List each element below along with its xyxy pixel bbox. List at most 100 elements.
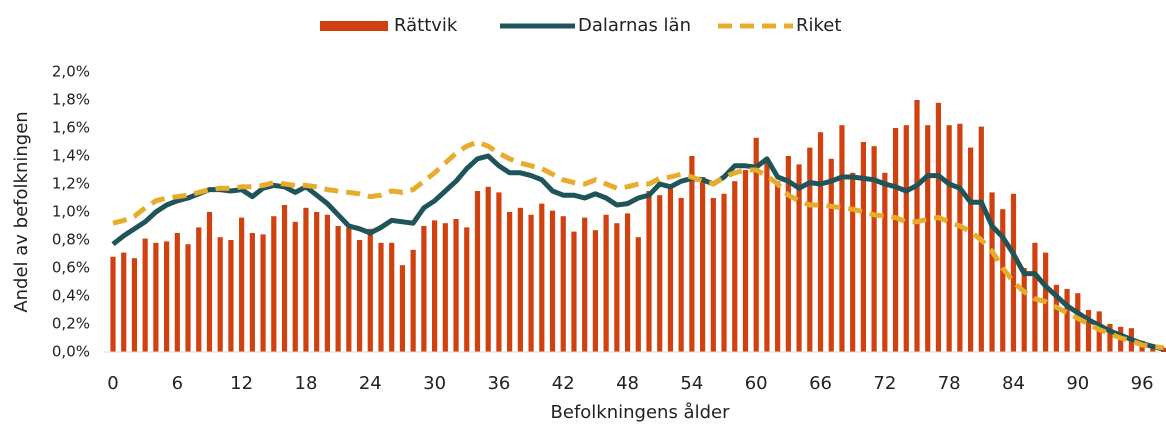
- x-tick-label: 90: [1066, 373, 1089, 394]
- bar: [925, 125, 931, 352]
- bar: [785, 156, 791, 352]
- bar: [442, 223, 448, 352]
- bar: [614, 223, 620, 352]
- legend-swatch: [320, 21, 388, 31]
- bar: [474, 191, 481, 352]
- bar: [860, 142, 866, 352]
- bar: [464, 227, 470, 352]
- y-tick-label: 1,0%: [52, 203, 90, 221]
- legend-label: Rättvik: [394, 15, 458, 36]
- bar: [206, 212, 213, 352]
- bar: [432, 220, 438, 352]
- bar: [882, 172, 888, 352]
- x-tick-label: 18: [295, 373, 318, 394]
- y-tick-label: 1,8%: [52, 91, 90, 109]
- bar: [410, 249, 416, 352]
- x-tick-label: 0: [107, 373, 118, 394]
- bar: [828, 158, 834, 352]
- bar: [539, 203, 545, 352]
- bar: [635, 237, 641, 352]
- bar: [742, 170, 749, 352]
- bar: [421, 226, 427, 352]
- bar: [185, 244, 191, 352]
- bar: [807, 147, 813, 352]
- bar: [271, 216, 277, 352]
- bar: [646, 191, 652, 352]
- bar: [1064, 289, 1070, 352]
- bar: [153, 242, 159, 352]
- bar: [217, 237, 223, 352]
- x-axis-title: Befolkningens ålder: [551, 402, 731, 423]
- x-tick-label: 42: [552, 373, 575, 394]
- bar: [292, 221, 298, 352]
- bar: [989, 192, 995, 352]
- bar: [753, 137, 759, 352]
- bar: [131, 258, 138, 352]
- y-tick-label: 0,4%: [52, 287, 90, 305]
- y-tick-label: 1,4%: [52, 147, 90, 165]
- x-tick-label: 96: [1131, 373, 1154, 394]
- bar: [667, 188, 674, 352]
- bar: [453, 219, 459, 352]
- x-tick-label: 60: [745, 373, 768, 394]
- bar: [1085, 310, 1092, 352]
- bar: [485, 186, 491, 352]
- bar: [346, 227, 352, 352]
- bar: [324, 214, 330, 352]
- bar: [817, 132, 824, 352]
- y-tick-label: 0,6%: [52, 259, 90, 277]
- x-tick-label: 54: [680, 373, 703, 394]
- legend-label: Dalarnas län: [578, 15, 691, 36]
- line: [112, 139, 1164, 351]
- bar: [303, 207, 309, 352]
- bar: [678, 198, 684, 352]
- bar: [314, 212, 320, 352]
- bar: [1021, 268, 1027, 352]
- bar: [389, 242, 395, 352]
- bar: [571, 231, 577, 352]
- bar: [1010, 193, 1017, 352]
- bar: [260, 234, 266, 352]
- bar: [689, 156, 695, 352]
- bar: [1075, 293, 1081, 352]
- bar: [378, 242, 384, 352]
- bar: [582, 217, 588, 352]
- bar: [914, 100, 920, 352]
- bar: [946, 125, 952, 352]
- bar: [592, 230, 598, 352]
- bar: [657, 195, 663, 352]
- bar: [700, 177, 706, 352]
- y-tick-label: 0,2%: [52, 315, 90, 333]
- bar: [957, 123, 963, 352]
- bar: [549, 210, 556, 352]
- x-tick-label: 84: [1002, 373, 1025, 394]
- bar: [528, 214, 534, 352]
- bar: [796, 164, 802, 352]
- y-tick-label: 1,6%: [52, 119, 90, 137]
- bar: [356, 240, 363, 352]
- bar: [174, 233, 180, 352]
- bar: [507, 212, 513, 352]
- bar: [228, 240, 234, 352]
- bar: [367, 228, 373, 352]
- bar: [903, 125, 909, 352]
- x-tick-label: 36: [487, 373, 510, 394]
- y-tick-label: 2,0%: [52, 63, 90, 81]
- bar: [121, 252, 127, 352]
- x-tick-label: 12: [230, 373, 253, 394]
- bar: [624, 213, 631, 352]
- bar: [281, 205, 288, 352]
- bar: [968, 147, 974, 352]
- bar: [839, 125, 845, 352]
- x-tick-label: 78: [938, 373, 961, 394]
- bar: [710, 198, 716, 352]
- x-tick-label: 24: [359, 373, 382, 394]
- x-tick-label: 72: [873, 373, 896, 394]
- bar: [196, 227, 202, 352]
- bar: [721, 193, 727, 352]
- bar: [496, 192, 502, 352]
- bar: [764, 158, 770, 352]
- x-tick-label: 66: [809, 373, 832, 394]
- x-tick-label: 48: [616, 373, 639, 394]
